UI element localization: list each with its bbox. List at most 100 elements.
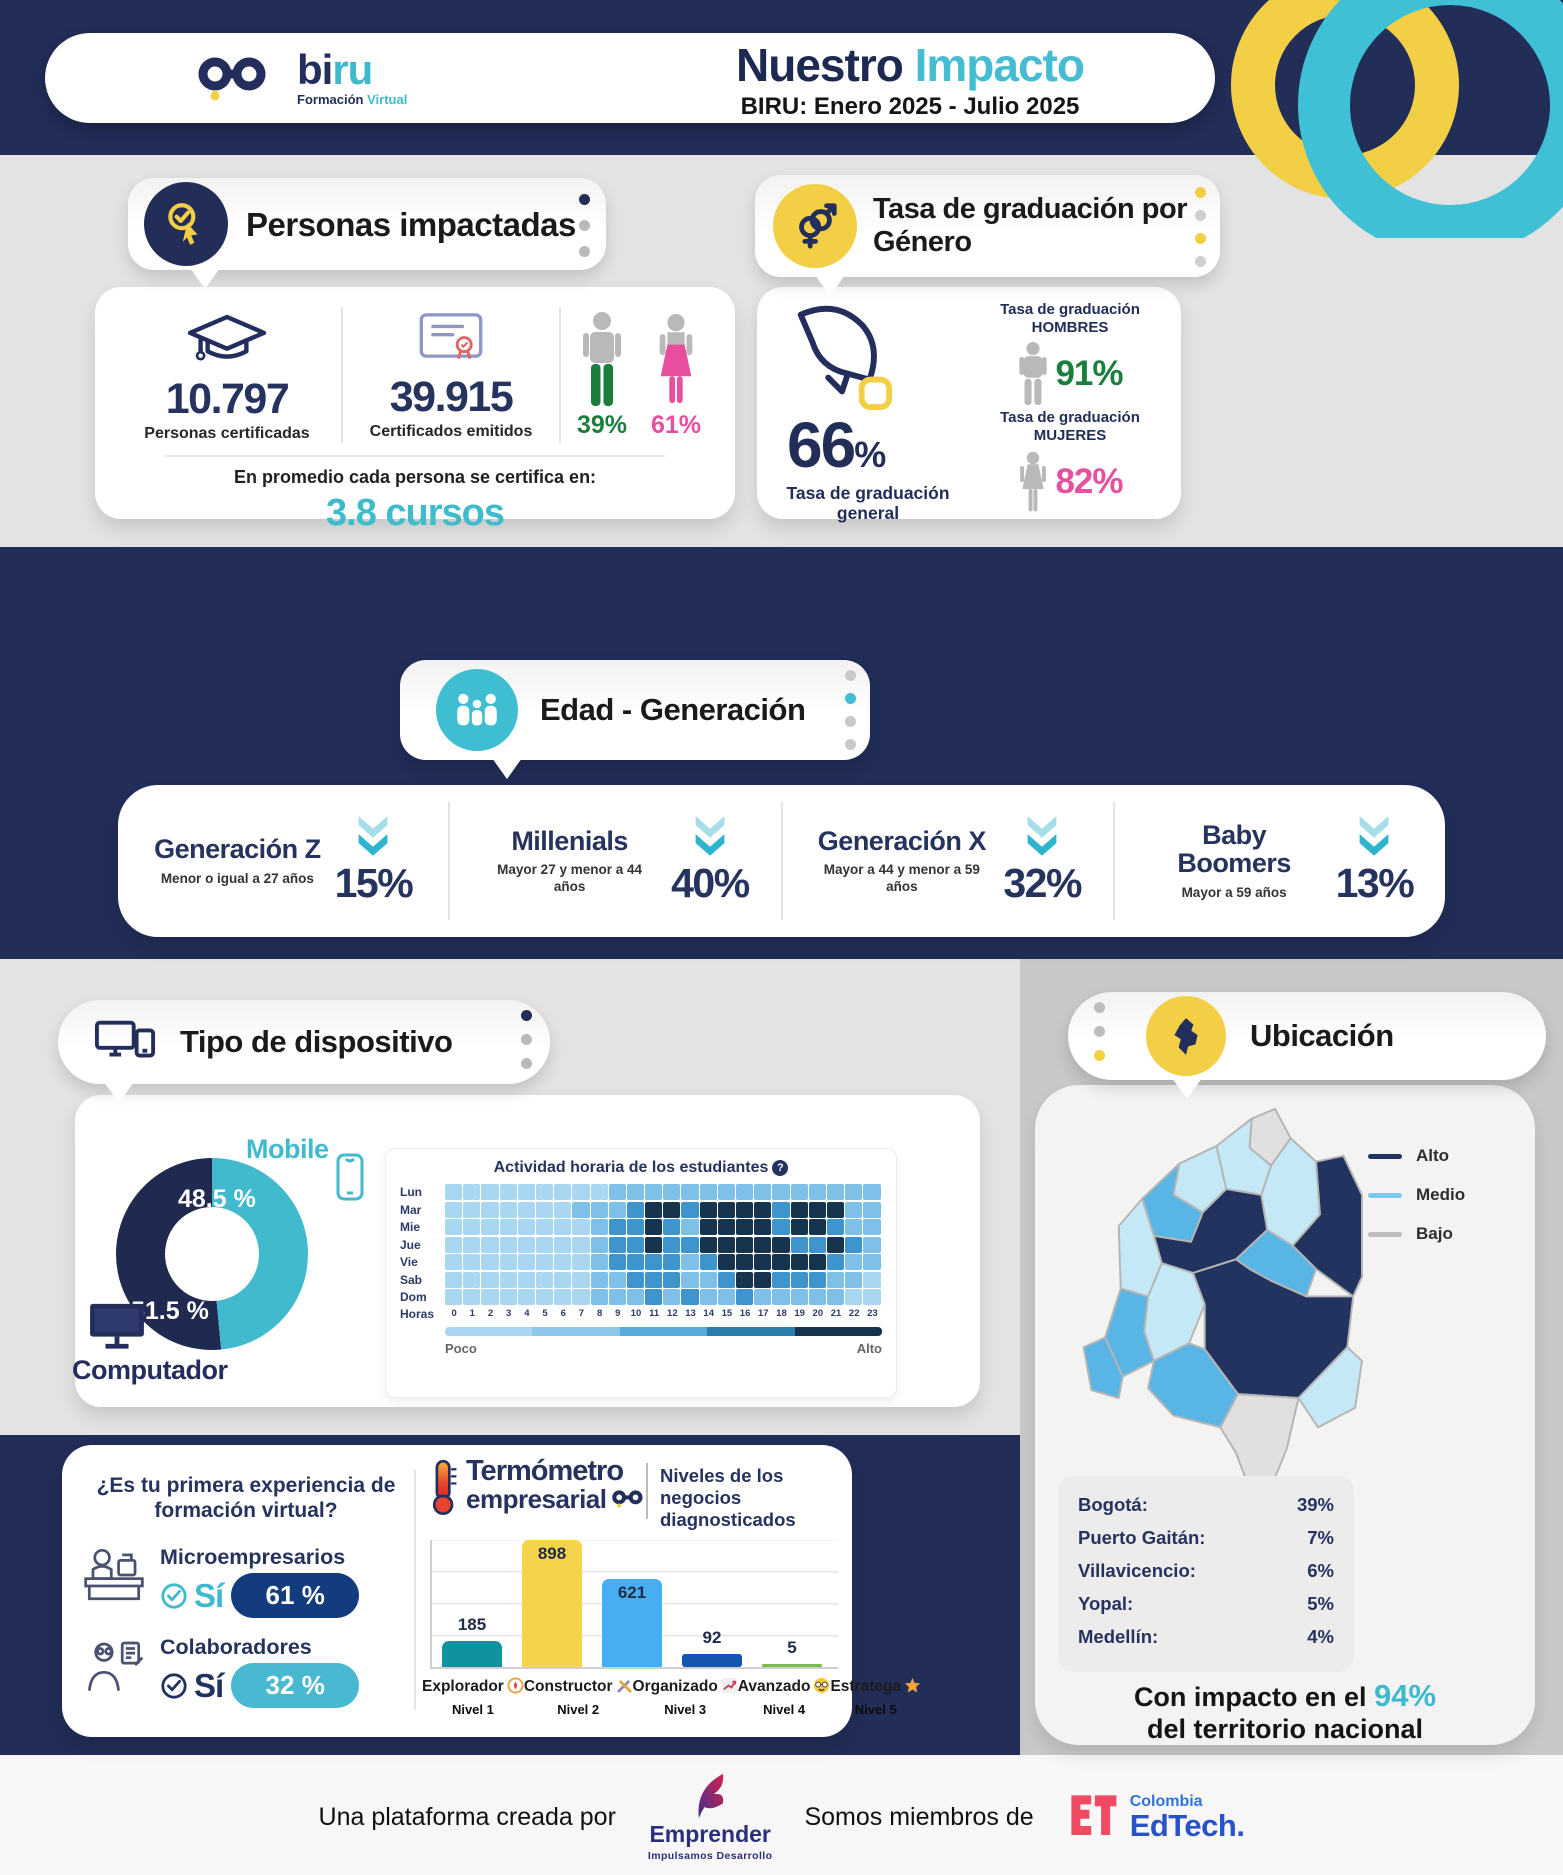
- biru-logo: biru Formación Virtual: [195, 49, 407, 106]
- city-row: Medellín: 4%: [1078, 1626, 1334, 1648]
- chart-up-icon: [721, 1677, 737, 1694]
- heatmap-cell: [517, 1271, 535, 1288]
- general-caption-line2: general: [836, 503, 900, 524]
- heatmap-cell: [608, 1254, 626, 1270]
- heatmap-cell: [699, 1201, 717, 1218]
- generation-value-block: 13%: [1336, 814, 1415, 907]
- heatmap-cell: [645, 1219, 663, 1235]
- heatmap-hour-tick: 14: [703, 1308, 714, 1319]
- generation-item: Millenials Mayor 27 y menor a 44 años 40%: [450, 801, 783, 921]
- phone-icon: [336, 1153, 364, 1201]
- heatmap-cell: [463, 1201, 481, 1218]
- heatmap-cell: [736, 1236, 754, 1253]
- heatmap-cell: [554, 1236, 572, 1253]
- device-donut: [116, 1158, 308, 1350]
- heatmap-cell: [663, 1289, 681, 1305]
- page-title-dark: Nuestro: [736, 39, 904, 91]
- heatmap-hour-tick: 19: [794, 1308, 805, 1319]
- general-rate-value: 66: [787, 409, 856, 481]
- heatmap-cell: [554, 1254, 572, 1270]
- graduation-title-line2: Género: [873, 226, 972, 259]
- edad-header-bubble: Edad - Generación: [400, 660, 870, 779]
- heatmap-cell: [517, 1289, 535, 1305]
- women-rate: Tasa de graduación MUJERES 82%: [965, 409, 1175, 515]
- level-nivel-label: Nivel 3: [664, 1702, 707, 1717]
- computer-pct-label: 51.5 %: [131, 1297, 209, 1325]
- logo-bi: bi: [297, 46, 333, 93]
- heatmap-cell: [699, 1289, 717, 1305]
- graduation-title: Tasa de graduación por Género: [873, 193, 1187, 260]
- heatmap-cell: [772, 1236, 790, 1253]
- divider: [414, 1470, 416, 1710]
- graduation-header-bubble: Tasa de graduación por Género: [755, 175, 1220, 296]
- heatmap-cell: [572, 1184, 590, 1200]
- heatmap-cell: [608, 1271, 626, 1288]
- certificates-value: 39.915: [389, 373, 514, 421]
- legend-color-dash: [1368, 1153, 1402, 1159]
- generation-desc: Mayor a 44 y menor a 59 años: [823, 862, 980, 894]
- bubble-tail: [815, 275, 845, 296]
- heatmap-cell: [663, 1219, 681, 1235]
- personas-header-bubble: Personas impactadas: [128, 178, 606, 289]
- members-text: Somos miembros de: [804, 1802, 1034, 1831]
- mobile-label: Mobile: [246, 1134, 329, 1164]
- heatmap-hour-tick: 17: [757, 1308, 769, 1319]
- microempresarios-row: Microempresarios Sí 61 %: [82, 1545, 412, 1618]
- city-value: 5%: [1307, 1593, 1334, 1614]
- level-bar-value: 621: [617, 1583, 647, 1603]
- emprender-leaf-icon: [698, 1774, 724, 1819]
- city-value: 4%: [1307, 1626, 1334, 1647]
- employee-icon: [87, 1641, 144, 1691]
- heatmap-cell: [863, 1201, 881, 1218]
- experience-question-line1: ¿Es tu primera experiencia de: [96, 1474, 396, 1497]
- heatmap-cell: [481, 1289, 499, 1305]
- heatmap-cell: [517, 1254, 535, 1270]
- level-nivel-label: Nivel 1: [451, 1702, 494, 1717]
- monitor-icon: [90, 1303, 144, 1349]
- general-rate: 66%: [787, 413, 886, 477]
- emprender-logo: Emprender Impulsamos Desarrollo: [648, 1772, 773, 1862]
- heatmap-cell: [863, 1271, 881, 1288]
- city-name: Villavicencio:: [1078, 1560, 1196, 1581]
- heatmap-cell: [826, 1184, 845, 1200]
- heatmap-cell: [754, 1219, 772, 1235]
- created-by-text: Una plataforma creada por: [318, 1802, 616, 1831]
- male-pct: 39%: [576, 411, 627, 439]
- women-caption-line2: MUJERES: [1033, 427, 1107, 444]
- heatmap-cell: [736, 1184, 754, 1200]
- level-bar: [522, 1540, 582, 1667]
- city-row: Bogotá: 39%: [1078, 1494, 1334, 1516]
- heatmap-cell: [463, 1289, 481, 1305]
- heatmap-cell: [572, 1236, 590, 1253]
- heatmap-cell: [481, 1254, 499, 1270]
- pct-pill: 61 %: [231, 1573, 360, 1618]
- level-nivel-label: Nivel 4: [763, 1702, 806, 1717]
- heatmap-cell: [808, 1254, 826, 1270]
- edtech-logo: Colombia EdTech.: [1066, 1790, 1245, 1844]
- heatmap-cell: [626, 1254, 645, 1270]
- heatmap-cell: [699, 1254, 717, 1270]
- certificates-stat: 39.915 Certificados emitidos: [343, 307, 561, 443]
- heatmap-hour-tick: 21: [830, 1308, 842, 1319]
- heatmap-hour-tick: 1: [469, 1308, 475, 1319]
- edtech-name: EdTech.: [1129, 1807, 1245, 1843]
- heatmap-cell: [863, 1289, 881, 1305]
- decorative-arcs: [1231, 0, 1563, 238]
- heatmap-cell: [554, 1201, 572, 1218]
- levels-axis-labels: Explorador Nivel 1 Constructor Nivel 2 Organ…: [422, 1677, 921, 1717]
- edtech-country: Colombia: [1129, 1792, 1203, 1810]
- termometro-brand: Termómetro empresarial: [428, 1457, 647, 1517]
- certified-label: Personas certificadas: [144, 425, 310, 442]
- heatmap-cell: [554, 1219, 572, 1235]
- heatmap-hour-tick: 0: [451, 1308, 457, 1319]
- heatmap-cell: [845, 1254, 863, 1270]
- heatmap-cell: [845, 1271, 863, 1288]
- decor-dots: [579, 194, 590, 257]
- heatmap-cell: [481, 1271, 499, 1288]
- heatmap-cell: [863, 1184, 881, 1200]
- heatmap-cell: [717, 1201, 735, 1218]
- impact-prefix: Con impacto en el: [1133, 1682, 1367, 1712]
- city-name: Medellín:: [1078, 1626, 1159, 1647]
- heatmap-day-label: Mie: [400, 1220, 421, 1234]
- heatmap-cell: [626, 1201, 645, 1218]
